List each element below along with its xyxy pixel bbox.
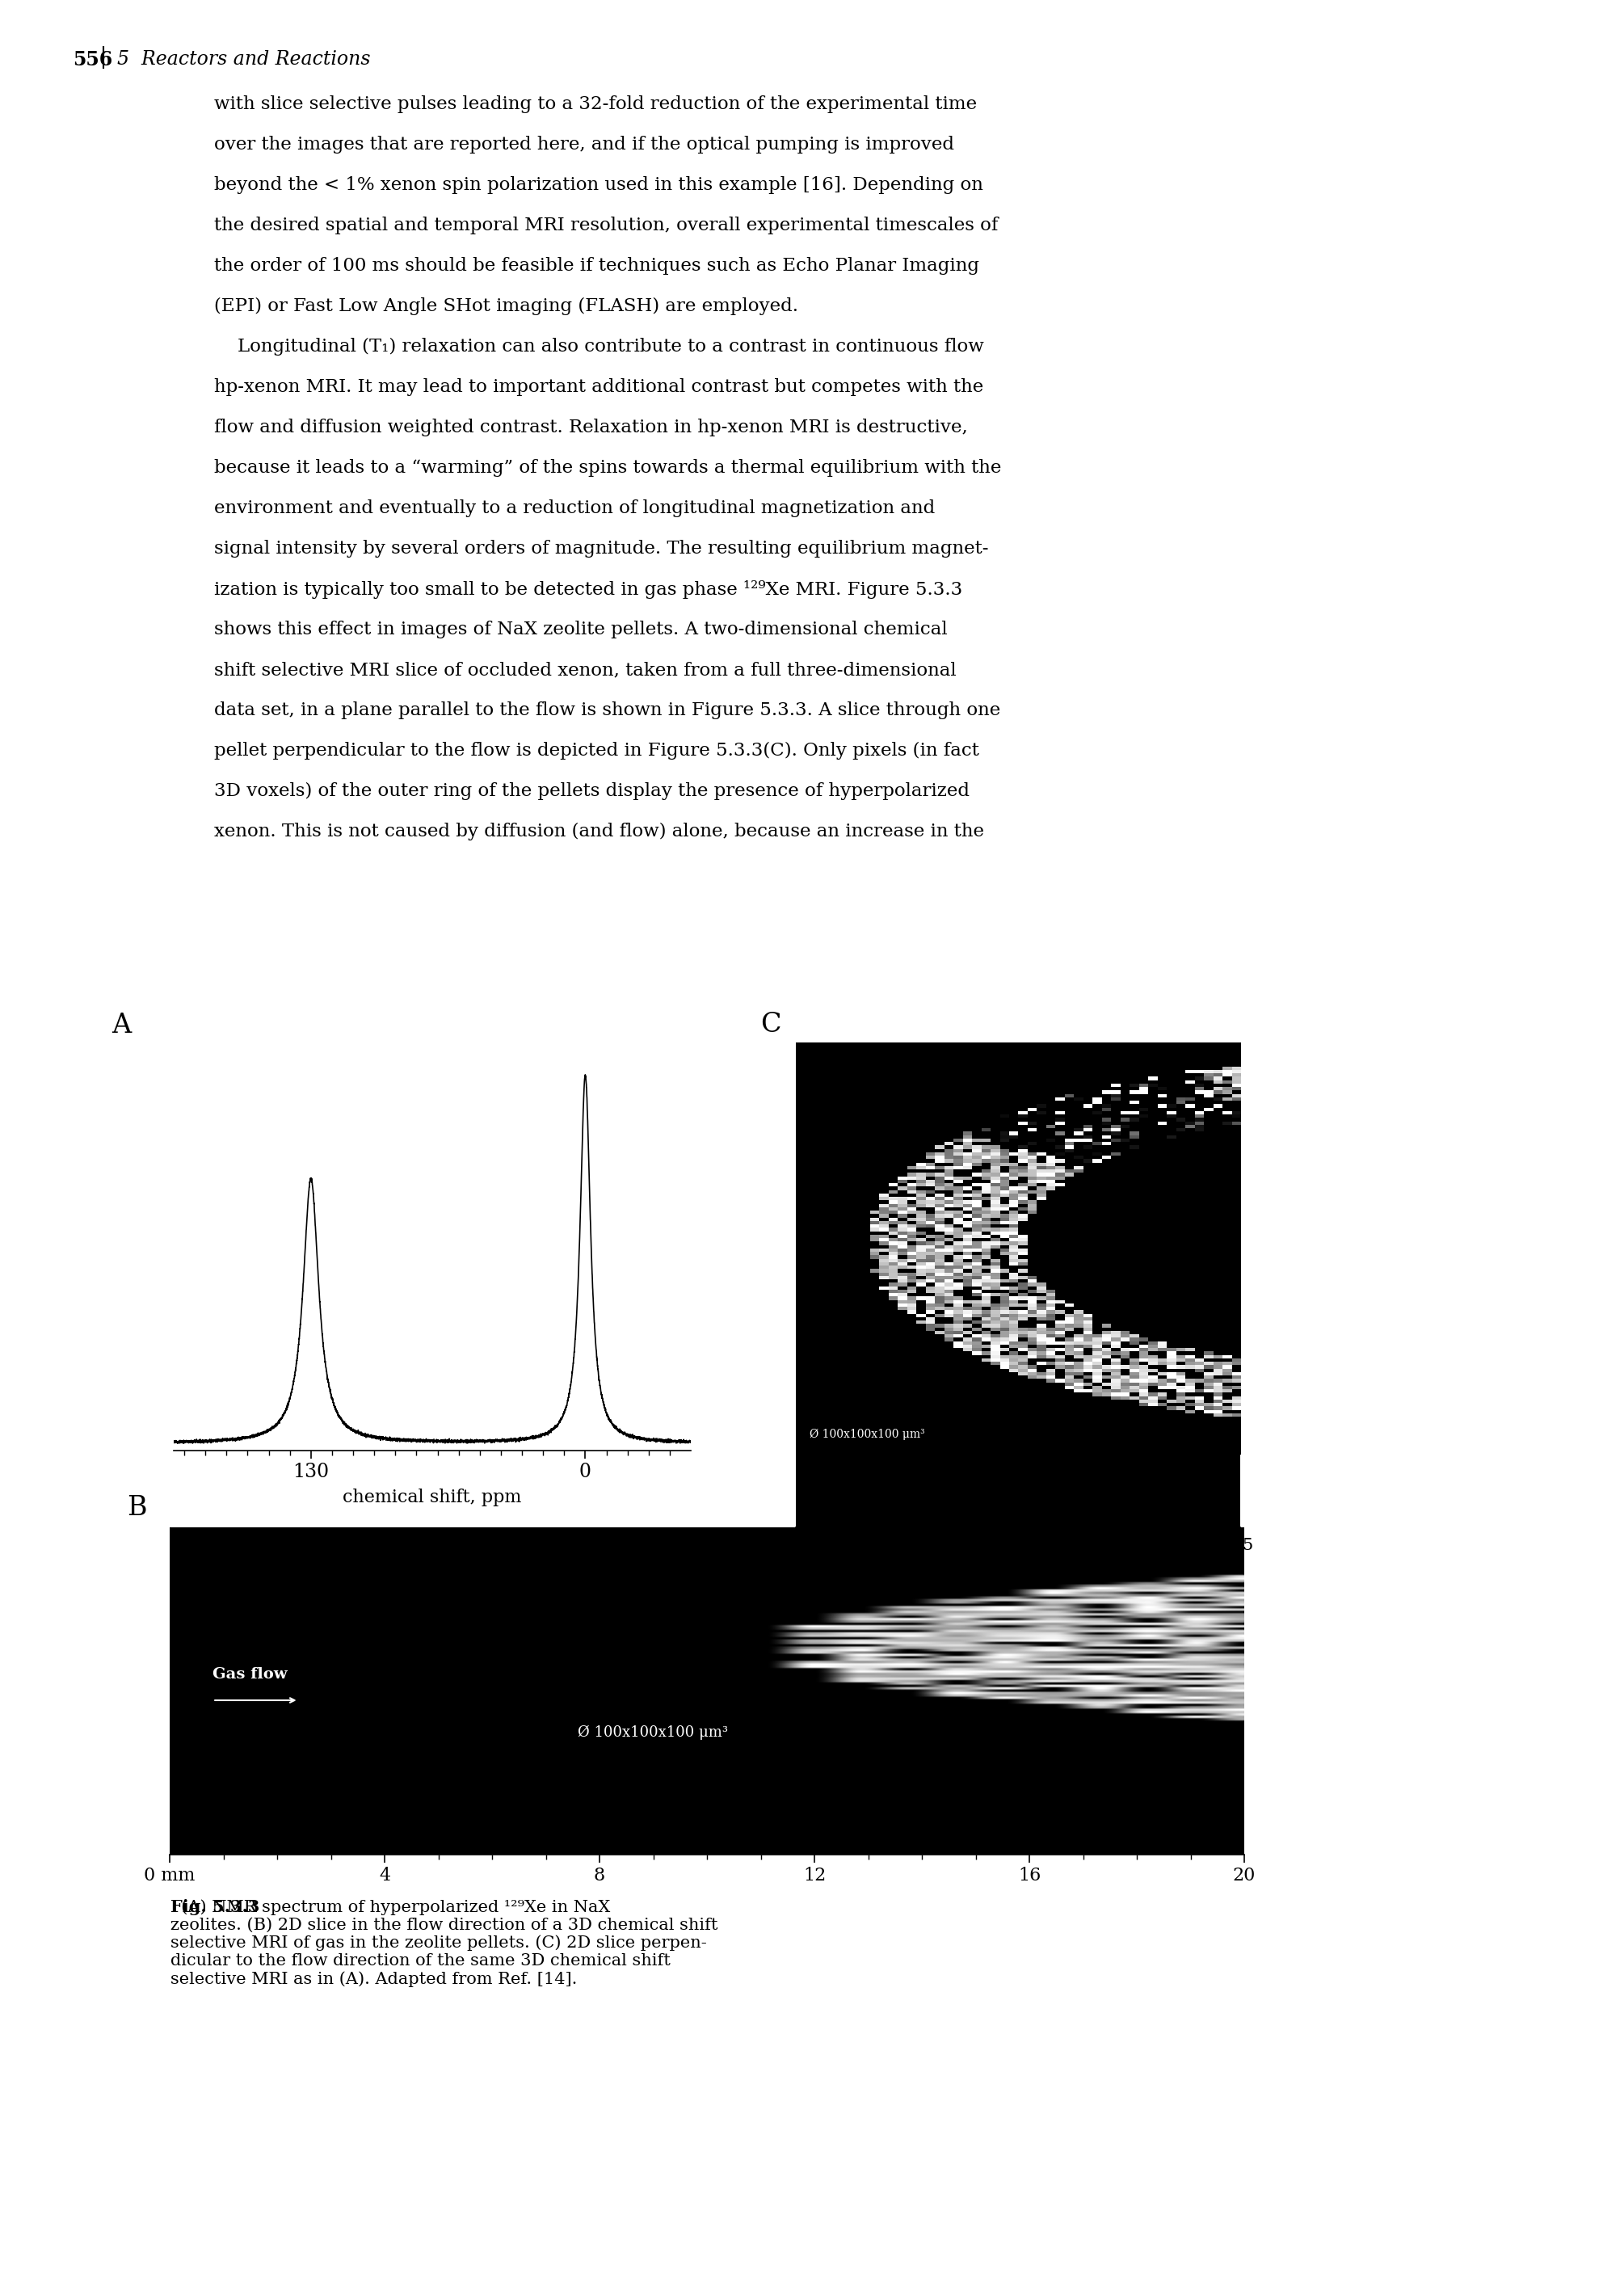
Text: Gas flow: Gas flow	[213, 1668, 287, 1682]
Text: Longitudinal (T₁) relaxation can also contribute to a contrast in continuous flo: Longitudinal (T₁) relaxation can also co…	[214, 337, 984, 355]
Text: the order of 100 ms should be feasible if techniques such as Echo Planar Imaging: the order of 100 ms should be feasible i…	[214, 257, 979, 275]
Text: C: C	[760, 1013, 781, 1038]
Text: (EPI) or Fast Low Angle SHot imaging (FLASH) are employed.: (EPI) or Fast Low Angle SHot imaging (FL…	[214, 298, 799, 316]
Text: because it leads to a “warming” of the spins towards a thermal equilibrium with : because it leads to a “warming” of the s…	[214, 458, 1002, 477]
Text: 3D voxels) of the outer ring of the pellets display the presence of hyperpolariz: 3D voxels) of the outer ring of the pell…	[214, 781, 970, 800]
Text: 5  Reactors and Reactions: 5 Reactors and Reactions	[117, 50, 370, 69]
Text: 556: 556	[73, 50, 112, 69]
Text: over the images that are reported here, and if the optical pumping is improved: over the images that are reported here, …	[214, 135, 955, 153]
Text: shift selective MRI slice of occluded xenon, taken from a full three-dimensional: shift selective MRI slice of occluded xe…	[214, 662, 957, 678]
Text: Ø 100x100x100 μm³: Ø 100x100x100 μm³	[578, 1725, 728, 1739]
Text: hp-xenon MRI. It may lead to important additional contrast but competes with the: hp-xenon MRI. It may lead to important a…	[214, 378, 984, 396]
Text: ization is typically too small to be detected in gas phase ¹²⁹Xe MRI. Figure 5.3: ization is typically too small to be det…	[214, 580, 963, 598]
Text: B: B	[127, 1496, 146, 1521]
Text: beyond the < 1% xenon spin polarization used in this example [16]. Depending on: beyond the < 1% xenon spin polarization …	[214, 176, 983, 195]
Text: environment and eventually to a reduction of longitudinal magnetization and: environment and eventually to a reductio…	[214, 499, 935, 518]
X-axis label: chemical shift, ppm: chemical shift, ppm	[343, 1489, 521, 1505]
Text: the desired spatial and temporal MRI resolution, overall experimental timescales: the desired spatial and temporal MRI res…	[214, 218, 999, 234]
Text: with slice selective pulses leading to a 32-fold reduction of the experimental t: with slice selective pulses leading to a…	[214, 96, 978, 112]
Text: shows this effect in images of NaX zeolite pellets. A two-dimensional chemical: shows this effect in images of NaX zeoli…	[214, 621, 947, 639]
Text: signal intensity by several orders of magnitude. The resulting equilibrium magne: signal intensity by several orders of ma…	[214, 541, 989, 557]
Text: A: A	[112, 1013, 132, 1038]
Text: (A) NMR spectrum of hyperpolarized ¹²⁹Xe in NaX
zeolites. (B) 2D slice in the fl: (A) NMR spectrum of hyperpolarized ¹²⁹Xe…	[171, 1899, 718, 1986]
Text: xenon. This is not caused by diffusion (and flow) alone, because an increase in : xenon. This is not caused by diffusion (…	[214, 822, 984, 841]
Text: data set, in a plane parallel to the flow is shown in Figure 5.3.3. A slice thro: data set, in a plane parallel to the flo…	[214, 701, 1000, 719]
Text: Fig. 5.3.3: Fig. 5.3.3	[171, 1899, 260, 1915]
Text: Ø 100x100x100 μm³: Ø 100x100x100 μm³	[809, 1430, 924, 1441]
Text: flow and diffusion weighted contrast. Relaxation in hp-xenon MRI is destructive,: flow and diffusion weighted contrast. Re…	[214, 419, 968, 435]
Text: pellet perpendicular to the flow is depicted in Figure 5.3.3(C). Only pixels (in: pellet perpendicular to the flow is depi…	[214, 742, 979, 761]
